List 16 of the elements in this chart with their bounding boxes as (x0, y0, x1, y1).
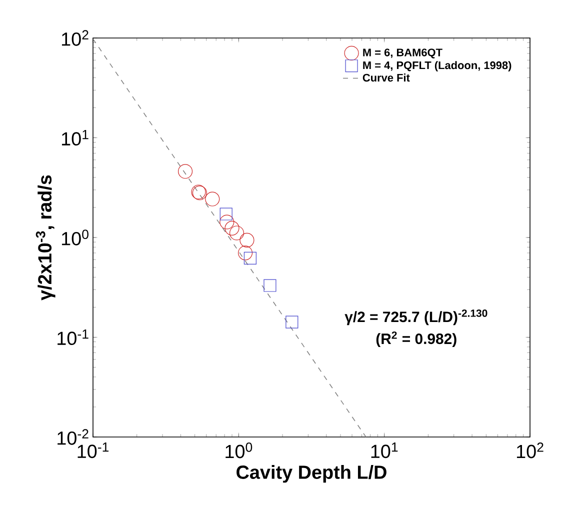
x-tick-label: 10$^{1}$ (371, 442, 398, 458)
annotation: γ/2 = 725.7 (L/D)$^{-2.130}$ (344, 310, 488, 326)
annotation: (R$^{2}$ = 0.982) (376, 331, 456, 348)
legend-label: M = 6, BAM6QT (363, 48, 442, 58)
x-tick-label: 10$^{-1}$ (78, 442, 109, 458)
x-axis-title: Cavity Depth L/D (236, 465, 386, 483)
x-tick-label: 10$^{2}$ (516, 442, 544, 458)
y-tick-label: 10$^{1}$ (62, 130, 88, 146)
y-tick-label: 10$^{2}$ (62, 30, 88, 46)
x-tick-label: 10$^{0}$ (226, 442, 252, 458)
y-axis-title: γ/2x10$^{-3}$, rad/s (36, 175, 56, 300)
y-tick-label: 10$^{0}$ (62, 230, 88, 246)
legend-label: M = 4, PQFLT (Ladoon, 1998) (363, 61, 512, 72)
y-tick-label: 10$^{-2}$ (58, 429, 88, 445)
y-tick-label: 10$^{-1}$ (58, 329, 88, 346)
legend-label: Curve Fit (362, 74, 410, 82)
